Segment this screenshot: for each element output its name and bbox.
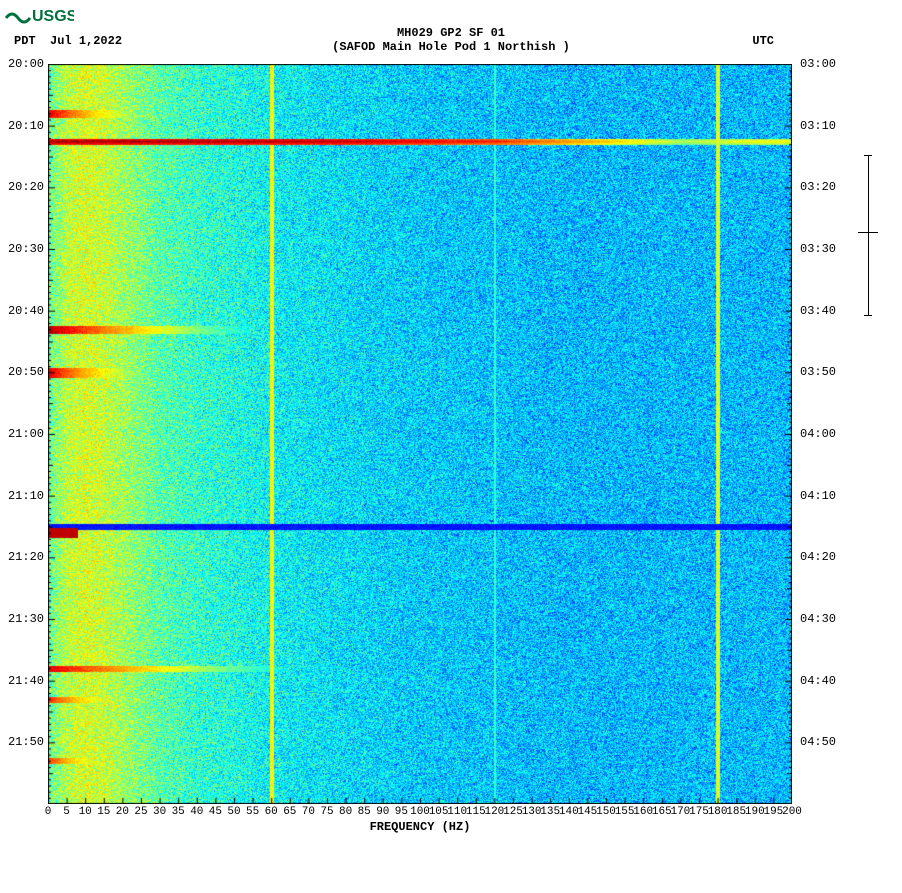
xtick: 15 — [97, 806, 110, 818]
xtick: 135 — [540, 806, 560, 818]
xtick: 185 — [726, 806, 746, 818]
xtick: 70 — [302, 806, 315, 818]
xtick: 145 — [577, 806, 597, 818]
xtick: 80 — [339, 806, 352, 818]
ytick-right: 03:50 — [800, 365, 836, 379]
xtick: 165 — [652, 806, 672, 818]
ytick-left: 20:40 — [8, 304, 44, 318]
ytick-left: 21:40 — [8, 674, 44, 688]
ytick-left: 21:50 — [8, 735, 44, 749]
xtick: 190 — [745, 806, 765, 818]
ytick-left: 21:10 — [8, 489, 44, 503]
x-axis-label: FREQUENCY (HZ) — [48, 820, 792, 834]
ytick-right: 03:00 — [800, 57, 836, 71]
ytick-left: 21:20 — [8, 550, 44, 564]
ytick-right: 04:20 — [800, 550, 836, 564]
ytick-left: 20:10 — [8, 119, 44, 133]
xtick: 60 — [265, 806, 278, 818]
xtick: 95 — [395, 806, 408, 818]
xtick: 105 — [429, 806, 449, 818]
y-axis-left: 20:0020:1020:2020:3020:4020:5021:0021:10… — [0, 64, 44, 804]
xtick: 55 — [246, 806, 259, 818]
header: PDT Jul 1,2022 MH029 GP2 SF 01 (SAFOD Ma… — [0, 26, 902, 64]
ytick-right: 03:10 — [800, 119, 836, 133]
usgs-logo: USGS — [0, 0, 902, 26]
xtick: 130 — [522, 806, 542, 818]
xtick: 140 — [559, 806, 579, 818]
xtick: 200 — [782, 806, 802, 818]
xtick: 0 — [45, 806, 52, 818]
spectrogram-plot: 20:0020:1020:2020:3020:4020:5021:0021:10… — [0, 64, 902, 854]
ytick-left: 20:00 — [8, 57, 44, 71]
ytick-left: 20:20 — [8, 180, 44, 194]
ytick-right: 04:00 — [800, 427, 836, 441]
xtick: 120 — [484, 806, 504, 818]
ytick-right: 03:40 — [800, 304, 836, 318]
ytick-right: 04:40 — [800, 674, 836, 688]
xtick: 5 — [63, 806, 70, 818]
xtick: 45 — [209, 806, 222, 818]
ytick-right: 03:20 — [800, 180, 836, 194]
xtick: 10 — [79, 806, 92, 818]
ytick-right: 04:30 — [800, 612, 836, 626]
xtick: 160 — [633, 806, 653, 818]
xtick: 125 — [503, 806, 523, 818]
ytick-right: 04:50 — [800, 735, 836, 749]
xtick: 150 — [596, 806, 616, 818]
xtick: 65 — [283, 806, 296, 818]
ytick-right: 04:10 — [800, 489, 836, 503]
xtick: 170 — [670, 806, 690, 818]
xtick: 175 — [689, 806, 709, 818]
xtick: 90 — [376, 806, 389, 818]
spectrogram-canvas — [48, 64, 792, 804]
xtick: 35 — [172, 806, 185, 818]
tz-right: UTC — [752, 34, 774, 48]
xtick: 25 — [134, 806, 147, 818]
ytick-left: 21:30 — [8, 612, 44, 626]
xtick: 50 — [227, 806, 240, 818]
xtick: 75 — [320, 806, 333, 818]
xtick: 85 — [358, 806, 371, 818]
scale-bar — [858, 155, 888, 315]
ytick-right: 03:30 — [800, 242, 836, 256]
xtick: 20 — [116, 806, 129, 818]
xtick: 115 — [466, 806, 486, 818]
ytick-left: 20:30 — [8, 242, 44, 256]
xtick: 40 — [190, 806, 203, 818]
xtick: 180 — [708, 806, 728, 818]
ytick-left: 20:50 — [8, 365, 44, 379]
xtick: 110 — [447, 806, 467, 818]
ytick-left: 21:00 — [8, 427, 44, 441]
xtick: 195 — [763, 806, 783, 818]
xtick: 30 — [153, 806, 166, 818]
xtick: 100 — [410, 806, 430, 818]
xtick: 155 — [615, 806, 635, 818]
logo-text: USGS — [32, 8, 74, 25]
